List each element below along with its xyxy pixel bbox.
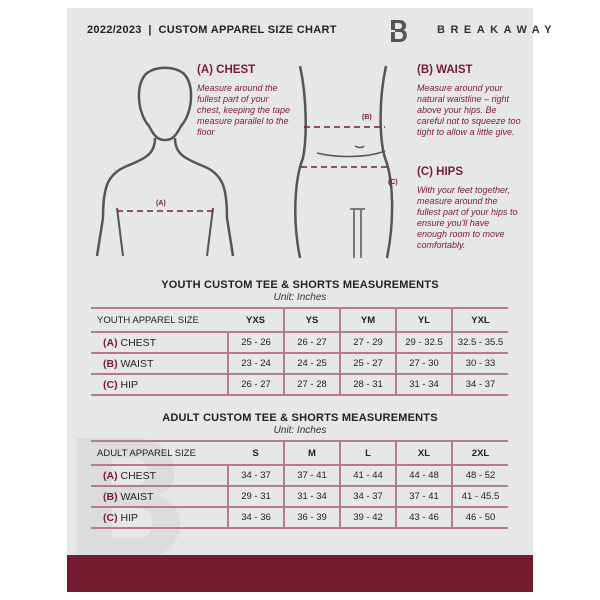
row-label: (A) CHEST — [91, 331, 228, 354]
size-header: YS — [283, 307, 340, 333]
measurement-cell: 26 - 27 — [283, 331, 340, 354]
row-name: CHEST — [120, 469, 157, 482]
measurement-cell: 39 - 42 — [339, 506, 396, 529]
measurement-cell: 43 - 46 — [395, 506, 452, 529]
header-row: YOUTH APPAREL SIZE YXS YS YM YL YXL — [91, 307, 508, 333]
youth-unit: Unit: Inches — [273, 292, 327, 303]
torso-left — [294, 65, 307, 259]
measurement-cell: 26 - 27 — [227, 373, 284, 396]
waist-instructions: Measure around your natural waistline – … — [417, 83, 521, 137]
size-header: XL — [395, 440, 452, 466]
table-row: (B) WAIST 29 - 31 31 - 34 34 - 37 37 - 41 41 … — [91, 485, 508, 508]
row-name: HIP — [120, 511, 139, 524]
row-label: (C) HIP — [91, 373, 228, 396]
right-shoulder — [173, 137, 235, 257]
measurement-cell: 31 - 34 — [395, 373, 452, 396]
measurement-cell: 36 - 39 — [283, 506, 340, 529]
size-header: M — [283, 440, 340, 466]
breakaway-logo-icon — [385, 20, 407, 42]
row-code: (C) — [103, 511, 118, 524]
size-header: YXL — [451, 307, 508, 333]
waist-heading: (B) WAIST — [417, 64, 473, 76]
chest-tag: (A) — [156, 200, 166, 207]
row-name: WAIST — [120, 490, 154, 503]
waist-tag: (B) — [362, 114, 372, 121]
size-header: L — [339, 440, 396, 466]
size-header: YM — [339, 307, 396, 333]
measurement-cell: 37 - 41 — [395, 485, 452, 508]
row-label: (C) HIP — [91, 506, 228, 529]
measurement-cell: 27 - 29 — [339, 331, 396, 354]
brand-name: BREAKAWAY — [437, 24, 557, 36]
size-header: YL — [395, 307, 452, 333]
measurement-cell: 31 - 34 — [283, 485, 340, 508]
adult-size-table: ADULT APPAREL SIZE S M L XL 2XL (A) CHEST 34 - … — [91, 440, 508, 529]
youth-table-title: YOUTH CUSTOM TEE & SHORTS MEASUREMENTS — [161, 279, 439, 291]
footer-bar — [67, 555, 533, 592]
header-label: YOUTH APPAREL SIZE — [91, 307, 228, 333]
row-label: (B) WAIST — [91, 485, 228, 508]
row-name: CHEST — [120, 336, 157, 349]
row-code: (A) — [103, 469, 118, 482]
hips-heading: (C) HIPS — [417, 166, 463, 178]
measurement-cell: 32.5 - 35.5 — [451, 331, 508, 354]
measurement-cell: 25 - 27 — [339, 352, 396, 375]
row-code: (A) — [103, 336, 118, 349]
torso-right — [379, 65, 394, 259]
measurement-cell: 24 - 25 — [283, 352, 340, 375]
measurement-cell: 29 - 31 — [227, 485, 284, 508]
chest-instructions: Measure around the fullest part of your … — [197, 83, 291, 137]
measurement-cell: 41 - 45.5 — [451, 485, 508, 508]
measurement-cell: 23 - 24 — [227, 352, 284, 375]
table-row: (B) WAIST 23 - 24 24 - 25 25 - 27 27 - 30 30 … — [91, 352, 508, 375]
measurement-cell: 29 - 32.5 — [395, 331, 452, 354]
measurement-cell: 44 - 48 — [395, 464, 452, 487]
row-code: (C) — [103, 378, 118, 391]
measurement-cell: 34 - 36 — [227, 506, 284, 529]
chest-heading: (A) CHEST — [197, 64, 256, 76]
hip-tag: (C) — [388, 179, 398, 186]
measurement-cell: 34 - 37 — [227, 464, 284, 487]
measurement-cell: 27 - 30 — [395, 352, 452, 375]
measurement-cell: 46 - 50 — [451, 506, 508, 529]
size-header: 2XL — [451, 440, 508, 466]
measurement-cell: 34 - 37 — [451, 373, 508, 396]
row-name: WAIST — [120, 357, 154, 370]
measurement-cell: 48 - 52 — [451, 464, 508, 487]
table-row: (A) CHEST 25 - 26 26 - 27 27 - 29 29 - 32.5 3… — [91, 331, 508, 354]
row-name: HIP — [120, 378, 139, 391]
head-outline — [137, 66, 193, 142]
row-code: (B) — [103, 490, 118, 503]
measurement-cell: 25 - 26 — [227, 331, 284, 354]
header-row: ADULT APPAREL SIZE S M L XL 2XL — [91, 440, 508, 466]
measurement-cell: 37 - 41 — [283, 464, 340, 487]
page-title: 2022/2023 | CUSTOM APPAREL SIZE CHART — [87, 24, 337, 36]
measurement-cell: 28 - 31 — [339, 373, 396, 396]
body-illustration — [95, 65, 394, 259]
size-header: YXS — [228, 307, 284, 333]
youth-size-table: YOUTH APPAREL SIZE YXS YS YM YL YXL (A) CHEST 2… — [91, 307, 508, 396]
row-label: (A) CHEST — [91, 464, 228, 487]
row-label: (B) WAIST — [91, 352, 228, 375]
size-header: S — [228, 440, 284, 466]
table-row: (C) HIP 34 - 36 36 - 39 39 - 42 43 - 46 46 - … — [91, 506, 508, 529]
measurement-cell: 34 - 37 — [339, 485, 396, 508]
table-row: (C) HIP 26 - 27 27 - 28 28 - 31 31 - 34 34 - … — [91, 373, 508, 396]
header-label: ADULT APPAREL SIZE — [91, 440, 228, 466]
measurement-cell: 41 - 44 — [339, 464, 396, 487]
measurement-cell: 30 - 33 — [451, 352, 508, 375]
adult-unit: Unit: Inches — [273, 425, 327, 436]
adult-table-title: ADULT CUSTOM TEE & SHORTS MEASUREMENTS — [162, 412, 438, 424]
left-shoulder — [95, 137, 157, 257]
table-row: (A) CHEST 34 - 37 37 - 41 41 - 44 44 - 48 48 … — [91, 464, 508, 487]
row-code: (B) — [103, 357, 118, 370]
measurement-cell: 27 - 28 — [283, 373, 340, 396]
size-chart-page: 2022/2023 | CUSTOM APPAREL SIZE CHART BR… — [67, 8, 552, 592]
hips-instructions: With your feet together, measure around … — [417, 185, 518, 250]
